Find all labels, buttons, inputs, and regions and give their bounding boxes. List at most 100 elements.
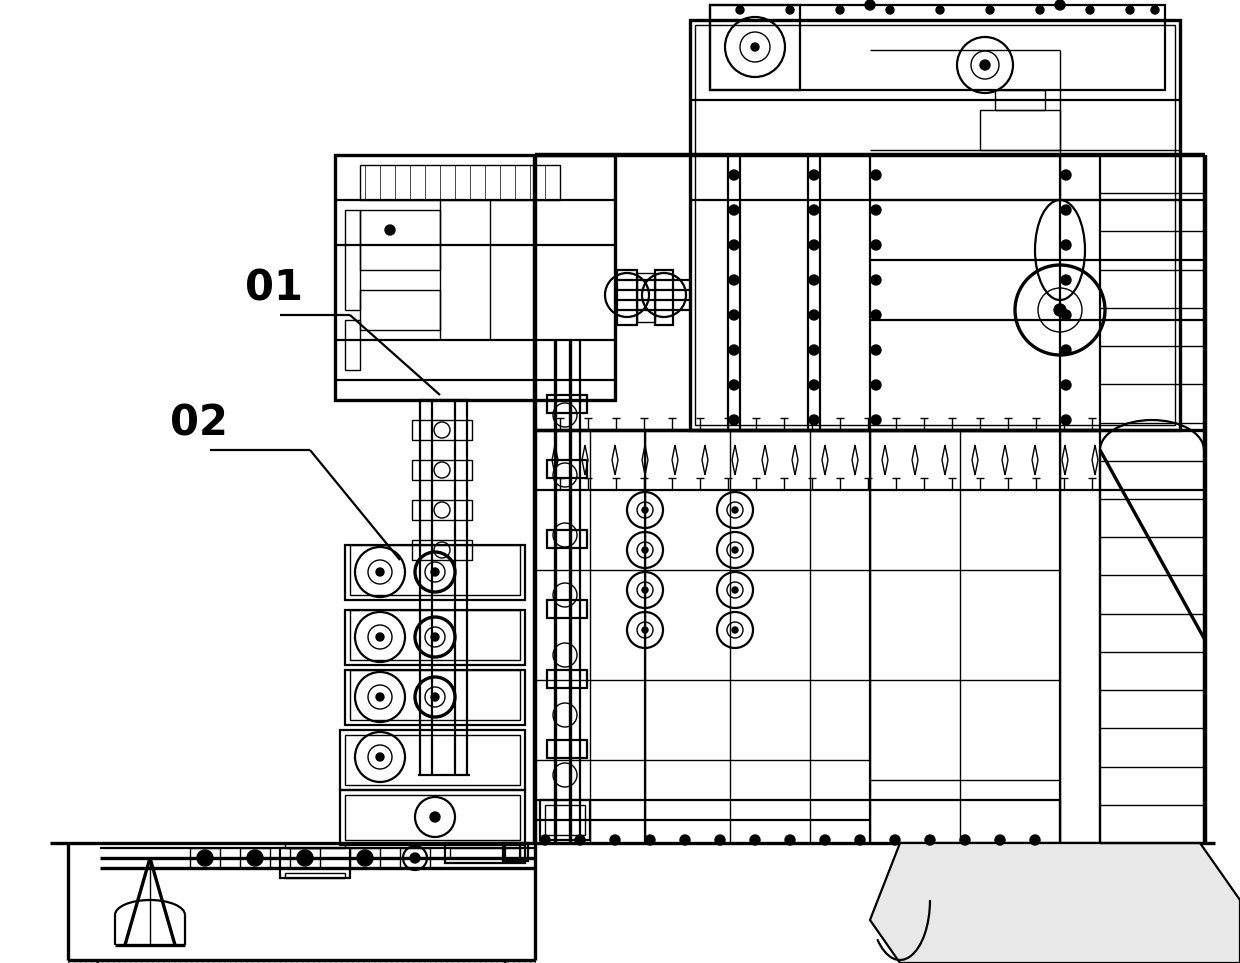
Circle shape [642, 627, 649, 633]
Circle shape [750, 835, 760, 845]
Circle shape [432, 693, 439, 701]
Circle shape [729, 345, 739, 355]
Bar [280, 848, 350, 878]
Circle shape [732, 627, 738, 633]
Bar [345, 545, 525, 600]
Circle shape [384, 225, 396, 235]
Circle shape [247, 850, 263, 866]
Circle shape [870, 205, 880, 215]
Circle shape [1054, 304, 1066, 316]
Circle shape [729, 275, 739, 285]
Circle shape [808, 205, 818, 215]
Bar [345, 795, 520, 840]
Bar [445, 843, 525, 863]
Circle shape [376, 693, 384, 701]
Circle shape [808, 415, 818, 425]
Bar [350, 610, 520, 660]
Circle shape [645, 835, 655, 845]
Bar [711, 5, 800, 90]
Circle shape [1061, 205, 1071, 215]
Circle shape [808, 240, 818, 250]
Circle shape [1061, 380, 1071, 390]
Bar [335, 155, 615, 400]
Bar [241, 848, 270, 868]
Circle shape [980, 60, 990, 70]
Bar [547, 670, 587, 688]
Circle shape [856, 835, 866, 845]
Circle shape [642, 547, 649, 553]
Circle shape [732, 587, 738, 593]
Circle shape [986, 6, 994, 14]
Bar [547, 740, 587, 758]
Bar [345, 320, 360, 370]
Bar [980, 110, 1060, 150]
Bar [350, 545, 520, 595]
Circle shape [866, 0, 875, 10]
Bar [345, 670, 525, 725]
Circle shape [1061, 240, 1071, 250]
Circle shape [729, 205, 739, 215]
Circle shape [642, 507, 649, 513]
Bar [360, 165, 560, 200]
Circle shape [610, 835, 620, 845]
Bar [412, 500, 472, 520]
Circle shape [925, 835, 935, 845]
Circle shape [715, 835, 725, 845]
Circle shape [737, 6, 744, 14]
Polygon shape [870, 843, 1240, 963]
Circle shape [1061, 415, 1071, 425]
Circle shape [376, 753, 384, 761]
Circle shape [432, 633, 439, 641]
Circle shape [870, 345, 880, 355]
Circle shape [732, 507, 738, 513]
Bar [345, 610, 525, 665]
Circle shape [870, 240, 880, 250]
Bar [340, 730, 525, 790]
Text: 01: 01 [246, 267, 303, 309]
Circle shape [960, 835, 970, 845]
Circle shape [1035, 6, 1044, 14]
Circle shape [890, 835, 900, 845]
Circle shape [410, 853, 420, 863]
Circle shape [994, 835, 1004, 845]
Bar [345, 735, 520, 785]
Bar [340, 790, 525, 845]
Circle shape [680, 835, 689, 845]
Circle shape [785, 835, 795, 845]
Bar [994, 90, 1045, 110]
Circle shape [1086, 6, 1094, 14]
Bar [285, 873, 345, 878]
Bar [711, 5, 1166, 90]
Circle shape [808, 380, 818, 390]
Bar [694, 25, 1176, 425]
Bar [546, 805, 585, 835]
Circle shape [870, 170, 880, 180]
Circle shape [1061, 345, 1071, 355]
Circle shape [729, 240, 739, 250]
Circle shape [836, 6, 844, 14]
Circle shape [539, 835, 551, 845]
Circle shape [808, 170, 818, 180]
Bar [412, 460, 472, 480]
Bar [547, 460, 587, 478]
Bar [412, 540, 472, 560]
Bar [547, 600, 587, 618]
Circle shape [808, 275, 818, 285]
Text: 02: 02 [170, 402, 228, 444]
Circle shape [870, 310, 880, 320]
Circle shape [1055, 0, 1065, 10]
Circle shape [729, 380, 739, 390]
Circle shape [575, 835, 585, 845]
Circle shape [870, 380, 880, 390]
Circle shape [732, 547, 738, 553]
Circle shape [376, 568, 384, 576]
Circle shape [197, 850, 213, 866]
Bar [547, 395, 587, 413]
Circle shape [376, 633, 384, 641]
Circle shape [1061, 170, 1071, 180]
Bar [190, 848, 219, 868]
Circle shape [870, 275, 880, 285]
Bar [412, 420, 472, 440]
Bar [618, 270, 637, 325]
Circle shape [820, 835, 830, 845]
